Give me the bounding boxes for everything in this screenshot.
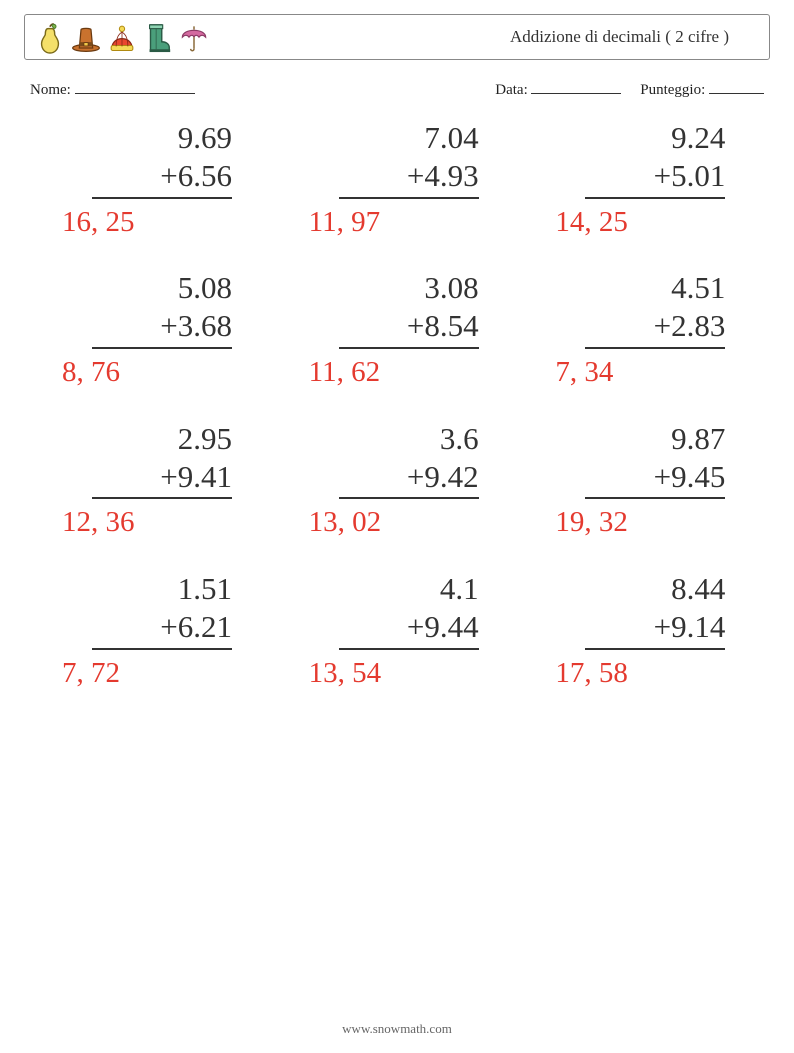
addend-bottom: +9.45 [585,458,725,500]
number-stack: 1.51+6.21 [92,570,232,650]
problem-cell: 3.08+8.54 11, 62 [289,269,506,389]
number-stack: 4.1+9.44 [339,570,479,650]
addend-top: 2.95 [92,420,232,458]
addend-top: 9.24 [585,119,725,157]
addend-bottom: +2.83 [585,307,725,349]
problem-cell: 4.1+9.44 13, 54 [289,570,506,690]
addend-bottom: +6.56 [92,157,232,199]
score-label: Punteggio: [640,82,705,98]
addend-bottom: +3.68 [92,307,232,349]
addend-bottom: +4.93 [339,157,479,199]
name-field: Nome: [30,78,195,99]
score-blank [709,78,764,94]
date-label: Data: [495,82,527,98]
date-blank [531,78,621,94]
problem-cell: 3.6+9.42 13, 02 [289,420,506,540]
worksheet-title: Addizione di decimali ( 2 cifre ) [510,27,759,47]
footer-url: www.snowmath.com [0,1021,794,1037]
worksheet-page: Addizione di decimali ( 2 cifre ) Nome: … [0,0,794,691]
problem-cell: 9.24+5.01 14, 25 [535,119,752,239]
addend-top: 4.1 [339,570,479,608]
number-stack: 7.04+4.93 [339,119,479,199]
answer-value: 7, 34 [555,355,752,390]
number-stack: 5.08+3.68 [92,269,232,349]
addend-top: 9.69 [92,119,232,157]
pear-icon [35,21,65,55]
number-stack: 8.44+9.14 [585,570,725,650]
answer-value: 19, 32 [555,505,752,540]
number-stack: 9.24+5.01 [585,119,725,199]
answer-value: 13, 02 [309,505,506,540]
number-stack: 3.08+8.54 [339,269,479,349]
umbrella-icon [179,21,209,55]
beanie-icon [107,21,137,55]
addend-bottom: +6.21 [92,608,232,650]
answer-value: 8, 76 [62,355,259,390]
addend-top: 7.04 [339,119,479,157]
addend-bottom: +9.42 [339,458,479,500]
answer-value: 12, 36 [62,505,259,540]
hat-icon [71,21,101,55]
number-stack: 4.51+2.83 [585,269,725,349]
answer-value: 14, 25 [555,205,752,240]
answer-value: 11, 97 [309,205,506,240]
addend-top: 3.6 [339,420,479,458]
addend-bottom: +8.54 [339,307,479,349]
addend-top: 8.44 [585,570,725,608]
problem-cell: 4.51+2.83 7, 34 [535,269,752,389]
date-score-group: Data: Punteggio: [495,78,764,99]
boot-icon [143,21,173,55]
problem-cell: 1.51+6.21 7, 72 [42,570,259,690]
problem-cell: 2.95+9.41 12, 36 [42,420,259,540]
answer-value: 16, 25 [62,205,259,240]
number-stack: 9.69+6.56 [92,119,232,199]
addend-top: 4.51 [585,269,725,307]
addend-top: 1.51 [92,570,232,608]
number-stack: 9.87+9.45 [585,420,725,500]
addend-top: 3.08 [339,269,479,307]
problems-grid: 9.69+6.56 16, 25 7.04+4.93 11, 97 9.24+5.01 1… [24,119,770,691]
problem-cell: 9.69+6.56 16, 25 [42,119,259,239]
problem-cell: 9.87+9.45 19, 32 [535,420,752,540]
header-box: Addizione di decimali ( 2 cifre ) [24,14,770,60]
addend-top: 9.87 [585,420,725,458]
addend-bottom: +9.41 [92,458,232,500]
info-line: Nome: Data: Punteggio: [30,78,764,99]
problem-cell: 5.08+3.68 8, 76 [42,269,259,389]
number-stack: 2.95+9.41 [92,420,232,500]
answer-value: 17, 58 [555,656,752,691]
header-icons [35,19,209,55]
answer-value: 7, 72 [62,656,259,691]
addend-bottom: +5.01 [585,157,725,199]
problem-cell: 7.04+4.93 11, 97 [289,119,506,239]
answer-value: 11, 62 [309,355,506,390]
answer-value: 13, 54 [309,656,506,691]
number-stack: 3.6+9.42 [339,420,479,500]
addend-bottom: +9.44 [339,608,479,650]
name-label: Nome: [30,82,71,98]
name-blank [75,78,195,94]
problem-cell: 8.44+9.14 17, 58 [535,570,752,690]
addend-top: 5.08 [92,269,232,307]
addend-bottom: +9.14 [585,608,725,650]
